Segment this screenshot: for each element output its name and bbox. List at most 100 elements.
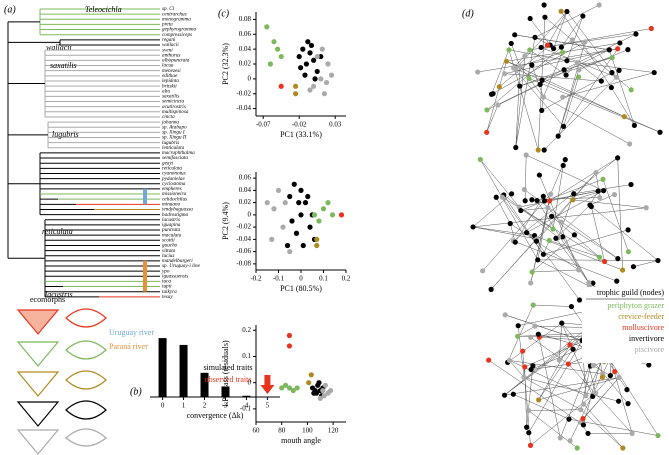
network-node: [501, 392, 508, 398]
point: [305, 193, 311, 200]
network-node: [559, 49, 566, 55]
network-edge: [589, 190, 599, 206]
network-edge: [566, 11, 617, 78]
network-node: [470, 224, 476, 230]
network-node: [527, 442, 534, 448]
point: [317, 395, 323, 402]
network-node: [600, 176, 606, 182]
network-edge: [488, 359, 584, 426]
network-node: [600, 188, 607, 194]
point: [287, 193, 293, 200]
network-node: [629, 430, 635, 437]
network-node: [586, 280, 592, 286]
network-node: [533, 238, 540, 244]
network-node: [558, 8, 564, 14]
network-edge: [506, 61, 625, 117]
point: [264, 24, 270, 30]
network-node: [560, 234, 566, 240]
species-label: lacustris: [162, 217, 180, 223]
network-node: [633, 31, 639, 37]
species-label: britskii: [162, 83, 177, 89]
point: [314, 68, 320, 75]
network-edge: [528, 78, 661, 133]
network-edge: [577, 62, 602, 82]
network-edge: [505, 314, 583, 341]
network-node: [657, 129, 663, 135]
ecomorph-drawings: [16, 308, 107, 455]
network-node: [596, 254, 603, 260]
species-label: tuca: [162, 279, 171, 285]
point: [286, 385, 293, 391]
network-node: [540, 193, 546, 199]
network-node: [621, 114, 627, 120]
clade-label: saxatilis: [50, 61, 77, 70]
point: [298, 65, 304, 71]
point: [280, 224, 286, 230]
species-label: taikyra: [162, 289, 177, 295]
x-tick-label: 0: [299, 275, 303, 283]
network-edge: [530, 337, 569, 365]
network-edge: [561, 221, 618, 259]
network-edge: [490, 172, 597, 290]
legend-label: simulated traits: [203, 363, 252, 372]
network-node: [628, 181, 634, 188]
network-node: [522, 364, 528, 370]
network-node: [627, 141, 633, 147]
network-edge: [544, 190, 599, 202]
network-edge: [514, 34, 610, 51]
network-edge: [557, 48, 618, 137]
network-edge: [491, 41, 586, 95]
y-axis-label: PC2 (32.3%): [221, 43, 230, 85]
point: [338, 212, 345, 218]
network-node: [541, 2, 547, 8]
point: [300, 46, 306, 52]
network-node: [529, 197, 535, 203]
species-label: celidochilus: [162, 196, 187, 202]
network-node: [480, 268, 486, 274]
network-node: [558, 219, 565, 225]
point: [327, 387, 334, 394]
network-node: [615, 46, 621, 52]
network-node: [530, 302, 536, 308]
network-edge: [580, 409, 624, 449]
x-tick-label: -0.02: [292, 121, 307, 129]
network-edge: [504, 377, 620, 396]
network-edge: [560, 11, 612, 88]
bar: [179, 344, 188, 397]
network-edge: [633, 260, 659, 267]
network-edge: [515, 66, 521, 148]
network-node: [593, 169, 599, 176]
network-node: [655, 257, 661, 264]
clade-label: Teleocichla: [85, 5, 122, 14]
network-node: [526, 408, 532, 414]
network-node: [515, 323, 521, 329]
point: [325, 200, 331, 206]
network-node: [517, 83, 523, 89]
species-label: macrophthalma: [162, 150, 195, 156]
network-node: [530, 363, 536, 369]
network-node: [648, 25, 654, 32]
species-label: alta: [162, 88, 170, 94]
network-node: [488, 286, 494, 292]
species-label: iguapina: [162, 222, 181, 228]
network-node: [593, 390, 599, 396]
network-node: [646, 362, 652, 368]
network-edge: [591, 206, 659, 261]
point: [298, 212, 304, 218]
network-node: [576, 67, 582, 73]
network-node: [475, 69, 481, 75]
network-node: [529, 269, 535, 275]
y-tick-label: 0.02: [239, 198, 252, 206]
network-node: [495, 102, 501, 108]
point: [314, 53, 320, 60]
network-node: [499, 194, 505, 200]
network-edge: [563, 76, 579, 127]
network-edge: [480, 159, 538, 260]
network-node: [608, 84, 614, 91]
x-tick-label: 100: [302, 427, 313, 435]
y-tick-label: -0.1: [240, 405, 252, 413]
network-node: [502, 71, 508, 77]
species-label: tendybaguassu: [162, 207, 193, 213]
y-tick-label: 0: [248, 210, 252, 218]
point: [307, 87, 313, 93]
